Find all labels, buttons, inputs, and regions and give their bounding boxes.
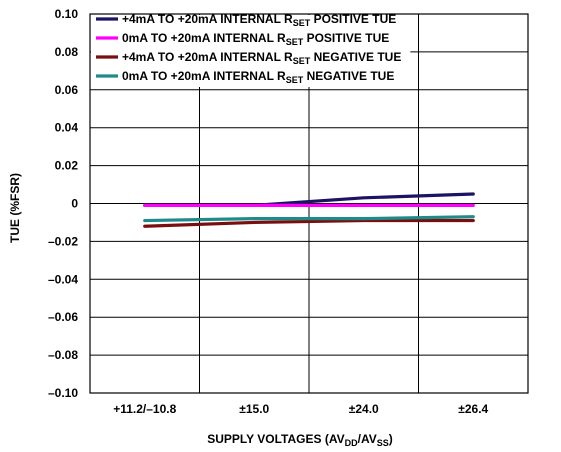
legend-label-part: NEGATIVE TUE	[310, 50, 401, 64]
legend-label: +4mA TO +20mA INTERNAL RSET POSITIVE TUE	[122, 12, 396, 28]
y-tick-label: 0.02	[55, 159, 79, 173]
y-tick-label: 0.04	[55, 121, 79, 135]
x-axis-label-sub: SS	[377, 438, 389, 448]
y-tick-label: 0.06	[55, 83, 79, 97]
legend-label: +4mA TO +20mA INTERNAL RSET NEGATIVE TUE	[122, 50, 401, 66]
y-tick-label: 0.10	[55, 7, 79, 21]
y-tick-label: –0.08	[48, 348, 78, 362]
x-axis-label-part: )	[389, 432, 393, 446]
legend-label-part: NEGATIVE TUE	[303, 69, 394, 83]
legend-label-sub: SET	[286, 75, 304, 85]
legend-label-part: +4mA TO +20mA INTERNAL R	[122, 50, 293, 64]
legend-label-part: POSITIVE TUE	[310, 12, 396, 26]
legend-label-part: 0mA TO +20mA INTERNAL R	[122, 69, 286, 83]
legend-label-sub: SET	[286, 37, 304, 47]
y-tick-label: –0.02	[48, 234, 78, 248]
legend-label-part: POSITIVE TUE	[303, 31, 389, 45]
legend-label: 0mA TO +20mA INTERNAL RSET NEGATIVE TUE	[122, 69, 394, 85]
y-tick-labels: 0.10 0.08 0.06 0.04 0.02 0 –0.02 –0.04 –0.06 –0.0…	[48, 7, 78, 400]
plot-frame	[89, 13, 529, 394]
x-axis-label: SUPPLY VOLTAGES (AVDD/AVSS)	[207, 432, 393, 448]
series-layer	[143, 192, 475, 228]
y-tick-label: 0.08	[55, 45, 79, 59]
legend-label-part: +4mA TO +20mA INTERNAL R	[122, 12, 293, 26]
x-tick-label: ±15.0	[239, 402, 269, 416]
y-tick-label: –0.10	[48, 386, 78, 400]
legend-background	[91, 15, 411, 87]
series-line	[143, 218, 475, 228]
y-tick-label: 0	[71, 197, 78, 211]
x-tick-label: +11.2/–10.8	[113, 402, 176, 416]
y-tick-label: –0.04	[48, 272, 78, 286]
x-axis-label-part: SUPPLY VOLTAGES (AV	[207, 432, 344, 446]
x-tick-label: ±26.4	[458, 402, 488, 416]
y-tick-label: –0.06	[48, 310, 78, 324]
x-tick-label: ±24.0	[349, 402, 379, 416]
legend: +4mA TO +20mA INTERNAL RSET POSITIVE TUE…	[96, 12, 401, 85]
series-line	[143, 215, 475, 223]
legend-label: 0mA TO +20mA INTERNAL RSET POSITIVE TUE	[122, 31, 389, 47]
x-axis-label-part: /AV	[358, 432, 377, 446]
legend-label-sub: SET	[293, 18, 311, 28]
x-axis-label-sub: DD	[345, 438, 358, 448]
legend-label-sub: SET	[293, 56, 311, 66]
y-axis-label: TUE (%FSR)	[8, 173, 22, 243]
x-tick-labels: +11.2/–10.8 ±15.0 ±24.0 ±26.4	[113, 402, 488, 416]
legend-label-part: 0mA TO +20mA INTERNAL R	[122, 31, 286, 45]
